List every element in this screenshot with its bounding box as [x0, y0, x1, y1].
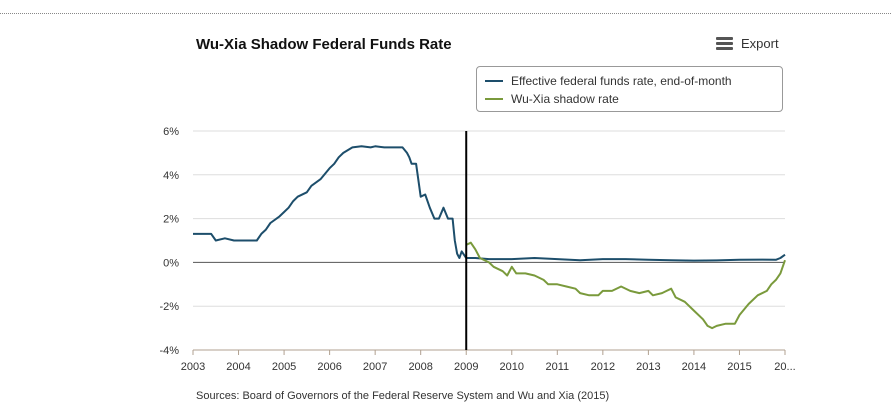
shadow-rate-line — [465, 241, 786, 330]
x-tick-label: 2003 — [181, 361, 205, 373]
y-tick-label: 0% — [163, 257, 179, 269]
y-tick-label: 4% — [163, 170, 179, 182]
y-tick-label: -4% — [159, 345, 179, 357]
top-divider — [0, 13, 891, 14]
x-tick-label: 2005 — [272, 361, 296, 373]
x-tick-label: 2015 — [727, 361, 751, 373]
source-note: Sources: Board of Governors of the Feder… — [196, 390, 610, 402]
x-tick-label: 2013 — [636, 361, 660, 373]
legend-label-effective: Effective federal funds rate, end-of-mon… — [511, 74, 732, 88]
x-tick-label: 20... — [774, 361, 795, 373]
export-button[interactable]: Export — [716, 34, 779, 52]
x-tick-label: 2008 — [408, 361, 432, 373]
hamburger-menu-icon — [716, 36, 733, 50]
effective-rate-line — [193, 145, 786, 262]
legend-swatch-effective — [485, 80, 503, 82]
chart-title: Wu-Xia Shadow Federal Funds Rate — [196, 36, 452, 53]
legend-item-effective-rate[interactable]: Effective federal funds rate, end-of-mon… — [485, 74, 732, 88]
x-tick-label: 2011 — [545, 361, 569, 373]
legend-label-shadow: Wu-Xia shadow rate — [511, 92, 619, 106]
export-label: Export — [741, 35, 779, 51]
chart-legend: Effective federal funds rate, end-of-mon… — [476, 66, 783, 112]
y-tick-label: 2% — [163, 214, 179, 226]
legend-item-shadow-rate[interactable]: Wu-Xia shadow rate — [485, 92, 619, 106]
x-tick-label: 2012 — [591, 361, 615, 373]
legend-swatch-shadow — [485, 98, 503, 100]
y-tick-label: -2% — [159, 301, 179, 313]
x-tick-label: 2004 — [226, 361, 250, 373]
x-tick-label: 2010 — [500, 361, 524, 373]
x-tick-label: 2007 — [363, 361, 387, 373]
x-tick-label: 2009 — [454, 361, 478, 373]
x-tick-label: 2014 — [682, 361, 706, 373]
y-tick-label: 6% — [163, 126, 179, 138]
x-tick-label: 2006 — [317, 361, 341, 373]
